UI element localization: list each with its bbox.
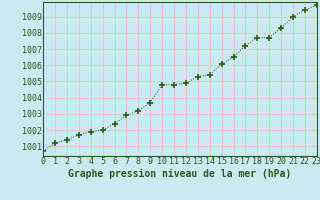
X-axis label: Graphe pression niveau de la mer (hPa): Graphe pression niveau de la mer (hPa) (68, 169, 292, 179)
